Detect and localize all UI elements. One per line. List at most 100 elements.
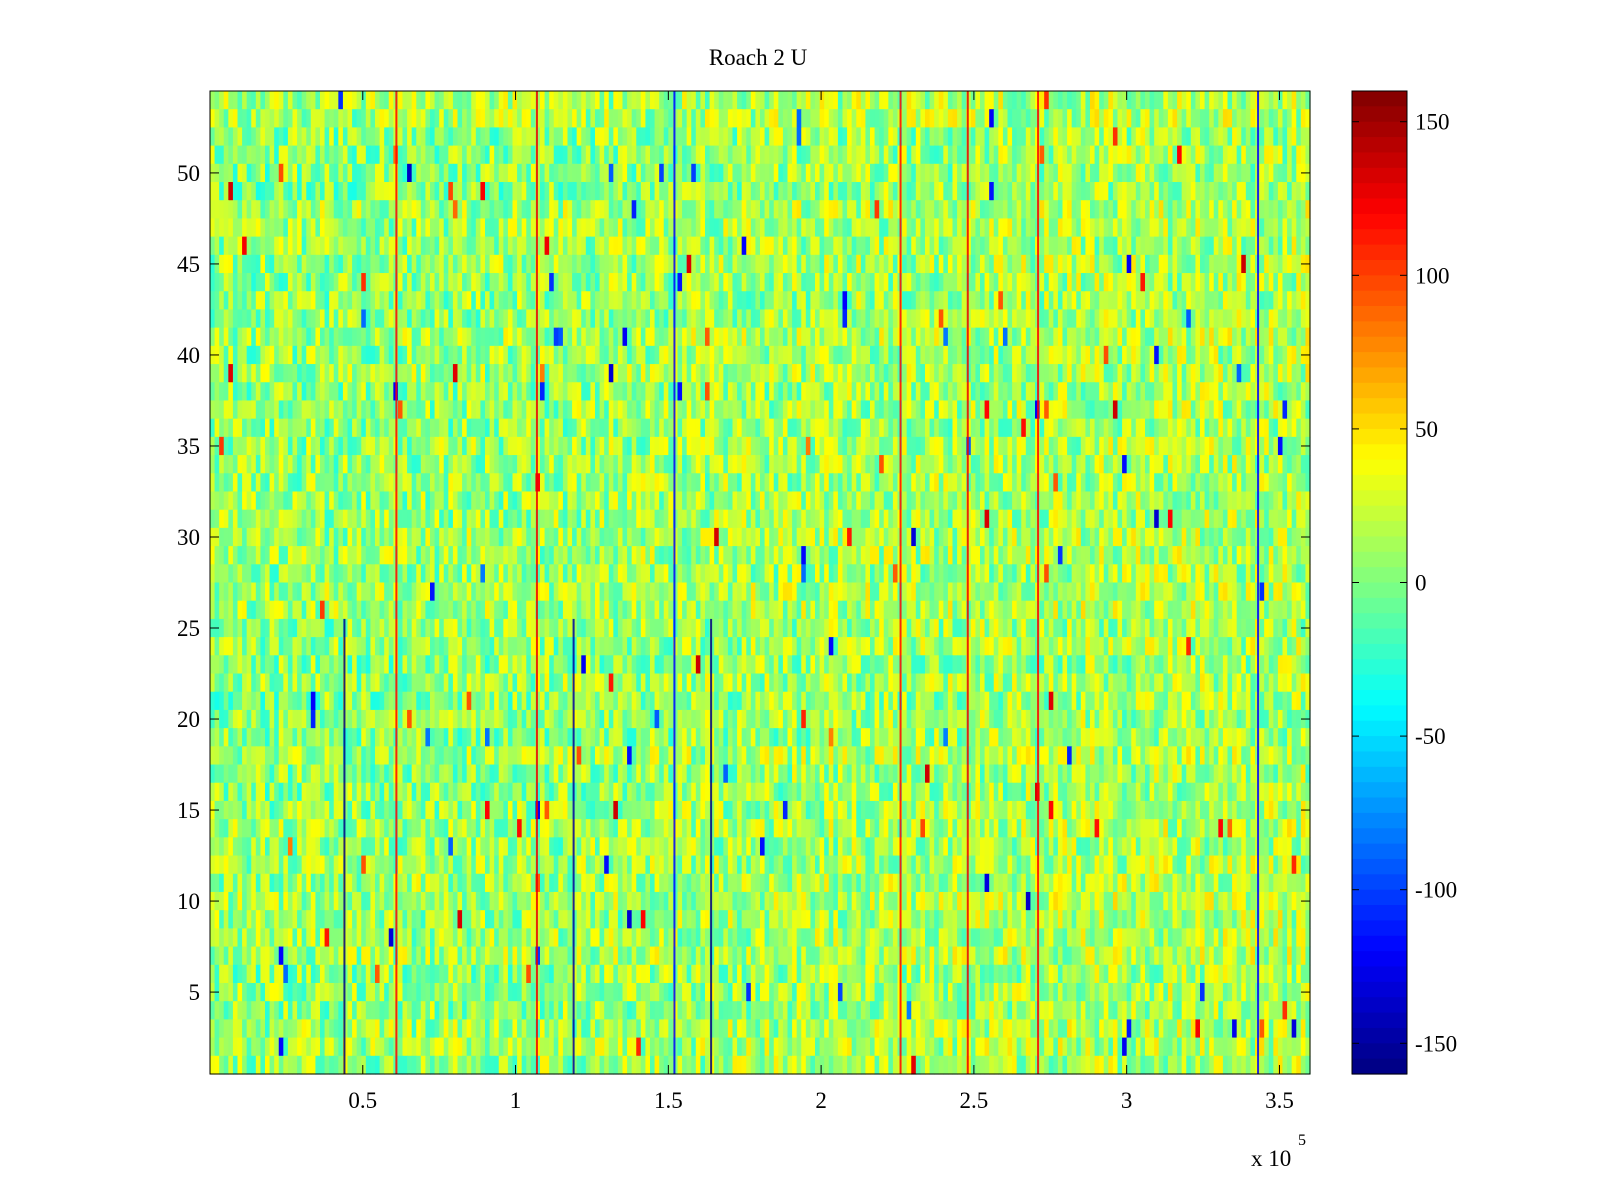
heatmap-cell bbox=[1213, 218, 1219, 238]
heatmap-cell bbox=[640, 109, 647, 128]
heatmap-cell bbox=[695, 254, 702, 274]
heatmap-cell bbox=[214, 400, 220, 420]
heatmap-cell bbox=[521, 163, 527, 183]
heatmap-cell bbox=[1291, 236, 1297, 256]
heatmap-cell bbox=[805, 109, 812, 128]
heatmap-cell bbox=[494, 91, 500, 110]
heatmap-cell bbox=[512, 127, 518, 147]
heatmap-cell bbox=[416, 109, 422, 128]
heatmap-cell bbox=[1245, 145, 1252, 165]
heatmap-cell bbox=[1145, 163, 1151, 183]
heatmap-cell bbox=[860, 200, 867, 220]
heatmap-cell bbox=[1218, 400, 1224, 420]
heatmap-cell bbox=[975, 236, 981, 256]
heatmap-cell bbox=[512, 364, 518, 383]
heatmap-cell bbox=[439, 91, 445, 110]
heatmap-cell bbox=[1209, 254, 1215, 274]
heatmap-cell bbox=[498, 91, 504, 110]
heatmap-cell bbox=[888, 109, 894, 128]
heatmap-cell bbox=[668, 91, 674, 110]
heatmap-cell bbox=[1241, 400, 1247, 420]
heatmap-cell bbox=[498, 309, 504, 329]
heatmap-cell bbox=[1062, 345, 1068, 365]
heatmap-cell bbox=[1057, 145, 1064, 165]
heatmap-cell bbox=[617, 254, 624, 274]
heatmap-cell bbox=[984, 418, 990, 438]
heatmap-cell bbox=[755, 327, 761, 347]
heatmap-cell bbox=[952, 91, 958, 110]
heatmap-cell bbox=[934, 291, 940, 311]
heatmap-cell bbox=[375, 182, 381, 201]
heatmap-cell bbox=[975, 273, 981, 292]
heatmap-cell bbox=[810, 145, 816, 165]
heatmap-cell bbox=[1012, 254, 1018, 274]
heatmap-cell bbox=[283, 291, 289, 311]
heatmap-cell bbox=[663, 182, 669, 201]
heatmap-cell bbox=[1126, 127, 1132, 147]
heatmap-cell bbox=[1300, 400, 1307, 420]
heatmap-cell bbox=[507, 254, 514, 274]
heatmap-cell bbox=[952, 309, 958, 329]
heatmap-cell bbox=[301, 109, 307, 128]
heatmap-cell bbox=[1103, 382, 1109, 402]
heatmap-cell bbox=[237, 455, 243, 474]
heatmap-cell bbox=[251, 345, 257, 365]
heatmap-cell bbox=[828, 91, 834, 110]
heatmap-cell bbox=[1282, 273, 1288, 292]
heatmap-cell bbox=[237, 273, 243, 292]
heatmap-cell bbox=[824, 163, 830, 183]
heatmap-cell bbox=[993, 291, 999, 311]
heatmap-cell bbox=[1218, 273, 1224, 292]
heatmap-cell bbox=[471, 109, 477, 128]
heatmap-cell bbox=[682, 345, 688, 365]
heatmap-cell bbox=[1200, 291, 1206, 311]
heatmap-cell bbox=[824, 345, 830, 365]
heatmap-cell bbox=[929, 364, 935, 383]
heatmap-cell bbox=[471, 345, 477, 365]
heatmap-cell bbox=[1112, 145, 1119, 165]
heatmap-cell bbox=[883, 309, 889, 329]
heatmap-cell bbox=[746, 200, 752, 220]
heatmap-cell bbox=[480, 91, 486, 110]
heatmap-cell bbox=[860, 91, 867, 110]
heatmap-cell bbox=[984, 254, 990, 274]
heatmap-cell bbox=[434, 418, 440, 438]
heatmap-cell bbox=[1122, 436, 1128, 456]
heatmap-cell bbox=[879, 91, 885, 110]
heatmap-cell bbox=[384, 309, 390, 329]
heatmap-cell bbox=[526, 364, 532, 383]
heatmap-cell bbox=[342, 400, 349, 420]
heatmap-cell bbox=[503, 291, 509, 311]
heatmap-cell bbox=[1287, 127, 1293, 147]
heatmap-cell bbox=[906, 200, 912, 220]
heatmap-cell bbox=[471, 91, 477, 110]
heatmap-cell bbox=[1135, 163, 1142, 183]
heatmap-cell bbox=[883, 382, 889, 402]
heatmap-cell bbox=[782, 91, 789, 110]
heatmap-cell bbox=[952, 109, 958, 128]
heatmap-cell bbox=[462, 291, 468, 311]
heatmap-cell bbox=[1190, 309, 1197, 329]
heatmap-cell bbox=[292, 200, 298, 220]
heatmap-cell bbox=[1241, 218, 1247, 238]
heatmap-cell bbox=[952, 145, 958, 165]
heatmap-cell bbox=[608, 382, 614, 402]
heatmap-cell bbox=[297, 91, 303, 110]
heatmap-cell bbox=[517, 327, 523, 347]
heatmap-cell bbox=[452, 236, 459, 256]
heatmap-cell bbox=[705, 127, 711, 147]
heatmap-cell bbox=[512, 91, 518, 110]
heatmap-cell bbox=[741, 163, 747, 183]
heatmap-cell bbox=[1209, 400, 1215, 420]
heatmap-cell bbox=[287, 309, 294, 329]
heatmap-cell bbox=[682, 91, 688, 110]
heatmap-cell bbox=[622, 254, 628, 274]
heatmap-cell bbox=[462, 200, 468, 220]
heatmap-cell bbox=[1167, 327, 1174, 347]
heatmap-cell bbox=[888, 436, 894, 456]
heatmap-cell bbox=[494, 254, 500, 274]
heatmap-cell bbox=[847, 254, 853, 274]
heatmap-cell bbox=[361, 309, 367, 329]
heatmap-cell bbox=[741, 455, 747, 474]
heatmap-cell bbox=[847, 309, 853, 329]
